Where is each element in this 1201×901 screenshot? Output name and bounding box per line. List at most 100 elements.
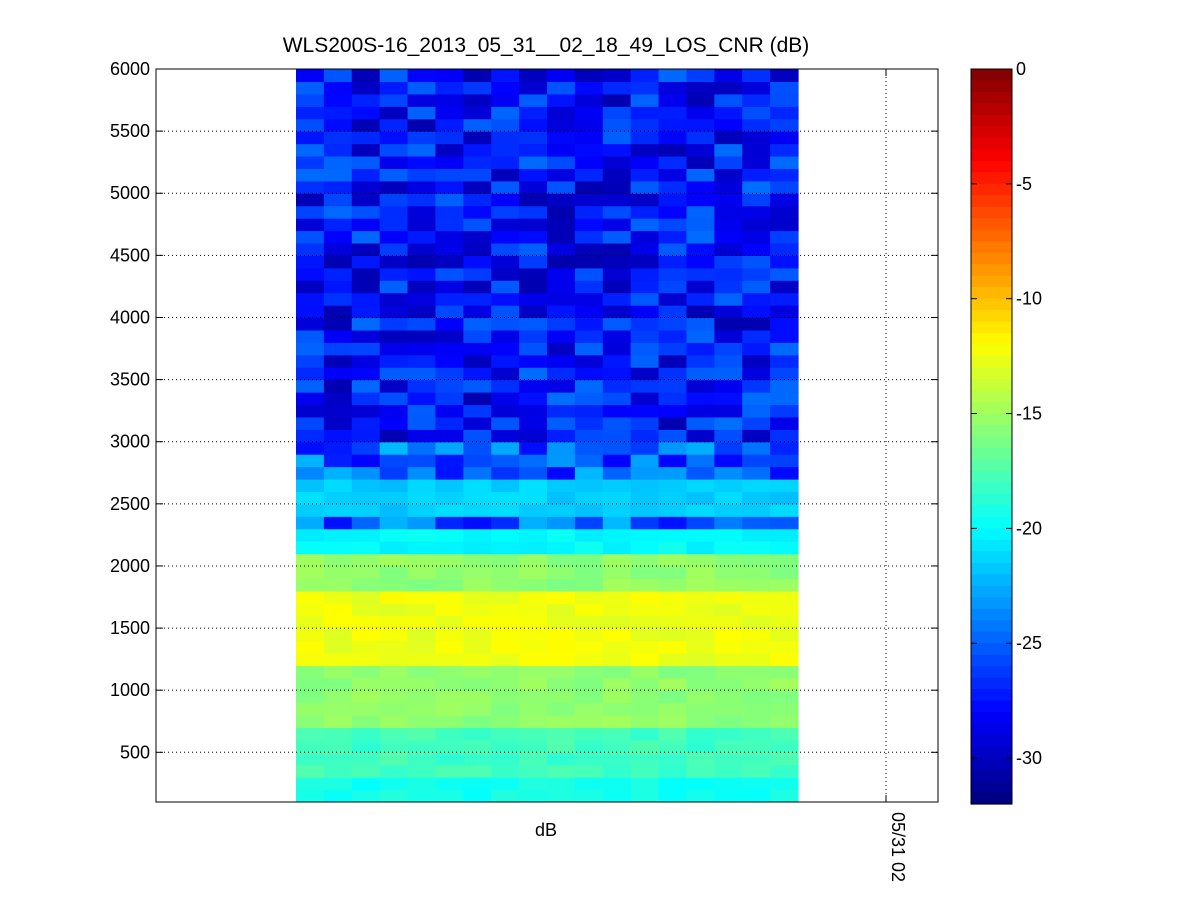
heatmap-cell [742,404,771,418]
heatmap-cell [714,702,743,716]
heatmap-cell [379,255,409,269]
heatmap-cell [686,168,715,182]
heatmap-cell [379,665,409,679]
heatmap-cell [686,764,715,778]
heatmap-cell [407,329,437,343]
colorbar-segment [971,160,1012,173]
heatmap-cell [296,727,325,741]
heatmap-cell [630,106,660,120]
heatmap-cell [323,280,353,294]
heatmap-cell [630,81,660,95]
heatmap-cell [519,242,548,256]
heatmap-cell [742,764,771,778]
heatmap-cell [351,193,381,207]
heatmap-cell [407,739,437,753]
heatmap-cell [351,205,381,219]
heatmap-cell [351,168,381,182]
heatmap-cell [323,603,353,617]
heatmap-cell [714,255,743,269]
heatmap-cell [296,379,325,393]
heatmap-cell [547,180,576,194]
heatmap-cell [519,106,548,120]
heatmap-cell [463,242,492,256]
heatmap-cell [770,379,799,393]
heatmap-cell [574,690,604,704]
heatmap-cell [658,367,688,381]
heatmap-cell [714,739,743,753]
heatmap-cell [463,292,492,306]
heatmap-cell [574,404,604,418]
heatmap-cell [491,516,520,530]
heatmap-cell [574,677,604,691]
heatmap-cell [435,93,464,107]
heatmap-cell [379,677,409,691]
heatmap-cell [658,466,688,480]
heatmap-cell [519,628,548,642]
heatmap-cell [435,143,464,157]
heatmap-cell [602,69,632,83]
heatmap-cell [407,478,437,492]
heatmap-cell [407,367,437,381]
heatmap-cell [630,416,660,430]
heatmap-cell [714,180,743,194]
heatmap-cell [574,118,604,132]
heatmap-cell [435,640,464,654]
heatmap-cell [770,764,799,778]
heatmap-cell [574,255,604,269]
heatmap-cell [407,528,437,542]
heatmap-cell [435,702,464,716]
heatmap-cell [547,218,576,232]
heatmap-cell [714,553,743,567]
heatmap-cell [574,280,604,294]
heatmap-cell [630,280,660,294]
heatmap-cell [602,317,632,331]
heatmap-cell [323,715,353,729]
colorbar-tick-label: -20 [1016,518,1042,538]
heatmap-cell [770,516,799,530]
heatmap-cell [407,429,437,443]
heatmap-cell [547,305,576,319]
heatmap-cell [351,615,381,629]
heatmap-cell [714,143,743,157]
heatmap-cell [770,292,799,306]
heatmap-cell [658,640,688,654]
heatmap-cell [630,317,660,331]
y-tick-label: 4000 [110,307,150,327]
heatmap-cell [714,665,743,679]
heatmap-cell [742,652,771,666]
heatmap-cell [770,155,799,169]
heatmap-cell [296,429,325,443]
heatmap-cell [519,789,548,802]
heatmap-cell [630,503,660,517]
y-tick-label: 3000 [110,432,150,452]
heatmap-cell [770,590,799,604]
heatmap-cell [435,628,464,642]
heatmap-cell [491,702,520,716]
heatmap-cell [574,292,604,306]
colorbar-segment [971,413,1012,426]
heatmap-cell [407,218,437,232]
heatmap-cell [686,392,715,406]
heatmap-cell [379,690,409,704]
heatmap-cell [407,565,437,579]
heatmap-cell [547,404,576,418]
heatmap-cell [714,603,743,617]
heatmap-cell [351,528,381,542]
heatmap-cell [574,379,604,393]
colorbar-segment [971,539,1012,552]
heatmap-cell [463,528,492,542]
heatmap-cell [714,491,743,505]
heatmap-cell [686,690,715,704]
heatmap-cell [547,640,576,654]
heatmap-cell [491,255,520,269]
heatmap-cell [407,93,437,107]
heatmap-cell [742,280,771,294]
heatmap-cell [686,777,715,791]
heatmap-cell [296,715,325,729]
heatmap-cell [435,131,464,145]
heatmap-cell [686,454,715,468]
heatmap-cell [296,590,325,604]
heatmap-cell [714,516,743,530]
heatmap-cell [742,503,771,517]
heatmap-cell [463,280,492,294]
